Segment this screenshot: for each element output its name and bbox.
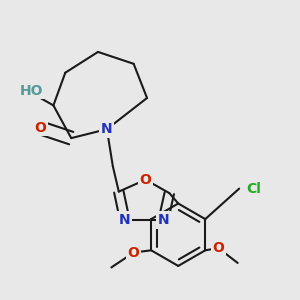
Text: N: N [158,213,169,227]
Text: O: O [128,245,140,260]
Text: N: N [101,122,113,136]
Text: O: O [212,241,224,255]
Text: O: O [140,173,152,187]
Text: HO: HO [20,84,43,98]
Text: O: O [34,121,46,135]
Text: Cl: Cl [247,182,262,196]
Text: N: N [119,213,130,227]
